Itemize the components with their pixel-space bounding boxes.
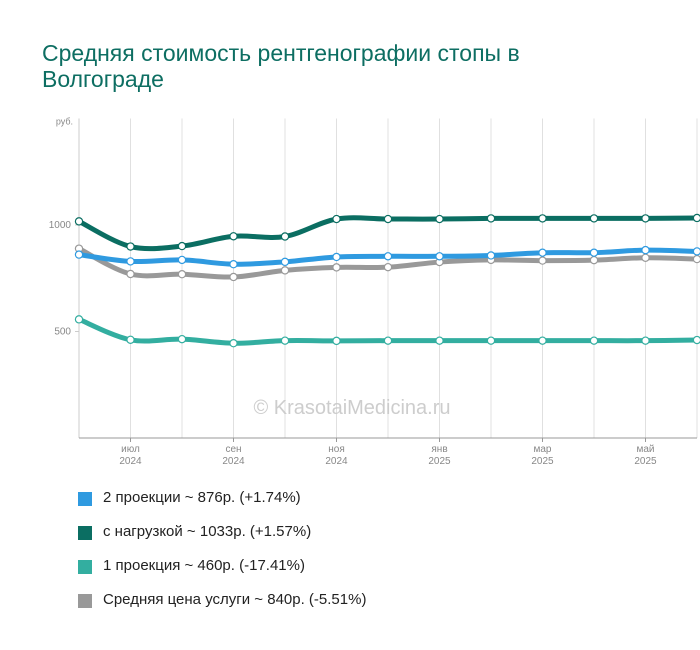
- data-point: [74, 217, 84, 226]
- y-unit-label: руб.: [56, 117, 73, 127]
- data-point: [74, 315, 84, 324]
- data-point: [435, 336, 444, 345]
- legend-swatch: [78, 492, 92, 506]
- data-point: [280, 257, 290, 267]
- data-point: [332, 263, 341, 272]
- data-point: [435, 252, 444, 261]
- data-point: [692, 335, 700, 345]
- data-point: [538, 336, 547, 345]
- data-point: [589, 255, 599, 265]
- data-point: [383, 214, 393, 224]
- line-chart: руб.5001000июл2024сен2024ноя2024янв2025м…: [49, 117, 700, 467]
- data-point: [692, 247, 700, 256]
- y-tick-label: 500: [54, 327, 71, 338]
- data-point: [538, 256, 547, 265]
- data-point: [177, 334, 187, 344]
- data-point: [383, 252, 393, 261]
- data-point: [126, 242, 135, 251]
- x-tick-label-month: сен: [225, 444, 241, 455]
- data-point: [229, 272, 238, 282]
- x-tick-label-year: 2024: [325, 456, 348, 467]
- data-point: [177, 241, 187, 251]
- x-tick-label-month: янв: [431, 444, 447, 455]
- legend-label: 2 проекции ~ 876р. (+1.74%): [103, 489, 301, 506]
- data-point: [332, 252, 341, 262]
- data-point: [589, 248, 599, 257]
- x-tick-label-year: 2024: [119, 456, 142, 467]
- x-tick-label-year: 2025: [634, 456, 657, 467]
- data-point: [589, 214, 599, 223]
- x-tick-label-month: май: [636, 444, 654, 455]
- data-point: [332, 336, 341, 346]
- data-point: [332, 214, 341, 224]
- data-point: [383, 336, 393, 345]
- data-point: [641, 253, 650, 263]
- data-point: [641, 336, 650, 345]
- x-tick-label-month: июл: [121, 444, 140, 455]
- data-point: [229, 259, 238, 269]
- legend-swatch: [78, 594, 92, 608]
- watermark: © KrasotaiMedicina.ru: [253, 397, 450, 419]
- chart-title: Средняя стоимость рентгенографии стопы в…: [42, 40, 520, 92]
- data-point: [486, 214, 496, 223]
- data-point: [692, 254, 700, 264]
- legend-label: 1 проекция ~ 460р. (-17.41%): [103, 557, 305, 574]
- data-point: [229, 339, 238, 348]
- legend-label: с нагрузкой ~ 1033р. (+1.57%): [103, 523, 312, 540]
- data-point: [435, 214, 444, 224]
- legend-label: Средняя цена услуги ~ 840р. (-5.51%): [103, 591, 367, 608]
- data-point: [177, 255, 187, 265]
- data-point: [126, 257, 135, 266]
- data-point: [126, 269, 135, 279]
- data-point: [538, 214, 547, 223]
- data-point: [383, 262, 393, 272]
- legend-swatch: [78, 560, 92, 574]
- data-point: [589, 336, 599, 345]
- x-tick-label-year: 2025: [428, 456, 451, 467]
- x-tick-label-year: 2025: [531, 456, 554, 467]
- legend-swatch: [78, 526, 92, 540]
- x-tick-label-month: мар: [534, 444, 552, 455]
- x-tick-label-month: ноя: [328, 444, 345, 455]
- data-point: [126, 335, 135, 345]
- data-point: [538, 248, 547, 257]
- data-point: [229, 232, 238, 241]
- data-point: [641, 214, 650, 223]
- data-point: [641, 245, 650, 255]
- y-tick-label: 1000: [49, 220, 72, 231]
- data-point: [74, 250, 84, 259]
- data-point: [486, 336, 496, 345]
- data-point: [280, 266, 290, 275]
- data-point: [177, 270, 187, 279]
- x-tick-label-year: 2024: [222, 456, 245, 467]
- data-point: [486, 251, 496, 260]
- data-point: [280, 336, 290, 345]
- data-point: [692, 213, 700, 223]
- data-point: [280, 232, 290, 241]
